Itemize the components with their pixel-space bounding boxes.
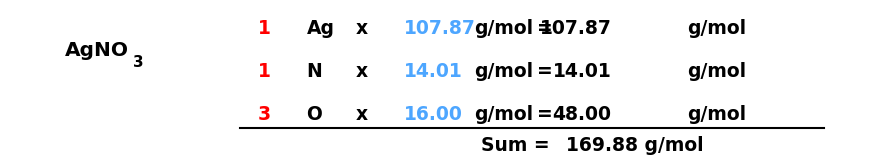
Text: 14.01: 14.01 [403,62,462,81]
Text: 16.00: 16.00 [403,105,462,124]
Text: g/mol: g/mol [474,105,533,124]
Text: 14.01: 14.01 [552,62,610,81]
Text: 1: 1 [258,62,271,81]
Text: g/mol: g/mol [686,62,745,81]
Text: x: x [355,19,368,38]
Text: x: x [355,105,368,124]
Text: 107.87: 107.87 [403,19,475,38]
Text: Ag: Ag [306,19,334,38]
Text: 3: 3 [258,105,271,124]
Text: x: x [355,62,368,81]
Text: 1: 1 [258,19,271,38]
Text: 48.00: 48.00 [552,105,610,124]
Text: Sum =: Sum = [480,136,549,155]
Text: N: N [306,62,322,81]
Text: g/mol: g/mol [474,62,533,81]
Text: =: = [537,19,553,38]
Text: g/mol: g/mol [686,105,745,124]
Text: 3: 3 [133,55,144,70]
Text: 169.88 g/mol: 169.88 g/mol [565,136,703,155]
Text: g/mol: g/mol [686,19,745,38]
Text: =: = [537,105,553,124]
Text: 107.87: 107.87 [539,19,610,38]
Text: =: = [537,62,553,81]
Text: O: O [306,105,322,124]
Text: AgNO: AgNO [65,41,128,60]
Text: g/mol: g/mol [474,19,533,38]
